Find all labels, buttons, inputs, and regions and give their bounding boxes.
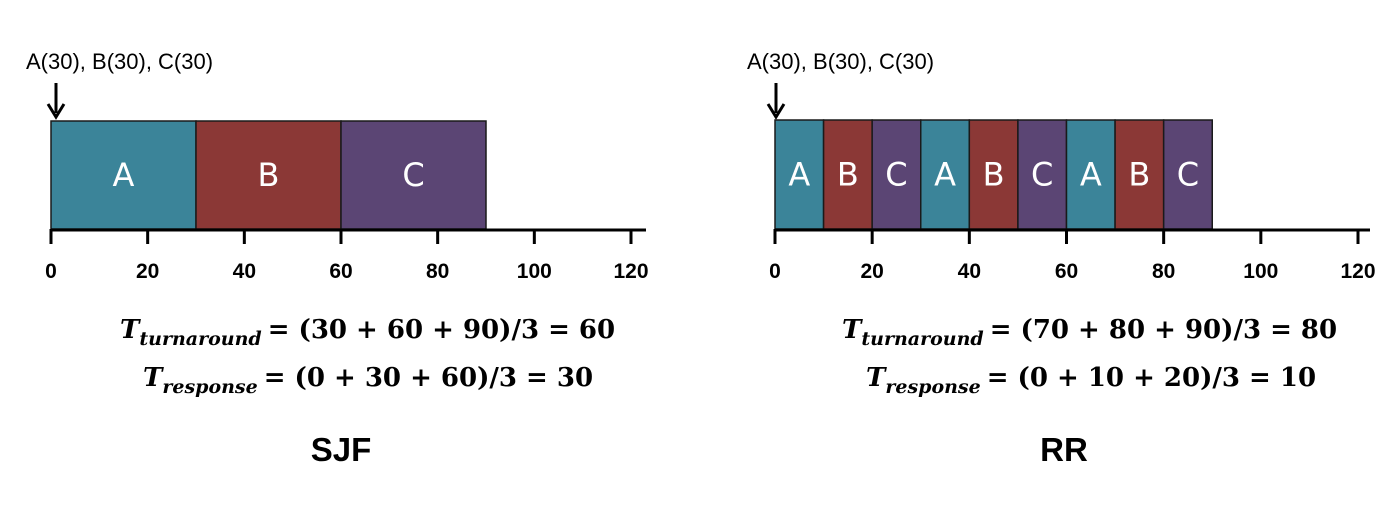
sjf-response-expression: = (0 + 30 + 60)/3 = 30 <box>264 363 593 393</box>
gantt-block-rect <box>1162 119 1213 230</box>
sjf-turnaround-subscript: turnaround <box>139 328 261 350</box>
sjf-response-formula: Tresponse = (0 + 30 + 60)/3 = 30 <box>143 363 593 398</box>
gantt-block-rect <box>822 119 873 230</box>
rr-timeline-axis: 0 20 40 60 80 100 120 <box>769 228 1376 283</box>
gantt-block-a: A <box>50 120 197 230</box>
gantt-block-label: A <box>1080 156 1102 194</box>
rr-turnaround-formula: Tturnaround = (70 + 80 + 90)/3 = 80 <box>842 315 1337 350</box>
gantt-block-c: C <box>1162 119 1213 230</box>
axis-tick-label: 60 <box>1055 260 1078 283</box>
gantt-block-label: C <box>402 156 424 194</box>
rr-turnaround-expression: = (70 + 80 + 90)/3 = 80 <box>990 315 1337 345</box>
gantt-block-rect <box>920 119 971 230</box>
sjf-response-subscript: response <box>162 376 257 398</box>
gantt-block-label: C <box>1177 156 1199 194</box>
gantt-block-a: A <box>1065 119 1116 230</box>
axis-tick-label: 80 <box>1152 260 1175 283</box>
sjf-arrival-label: A(30), B(30), C(30) <box>26 49 213 74</box>
rr-response-expression: = (0 + 10 + 20)/3 = 10 <box>987 363 1316 393</box>
gantt-block-c: C <box>1017 119 1068 230</box>
gantt-block-a: A <box>774 119 825 230</box>
axis-tick-label: 100 <box>517 260 552 283</box>
sjf-turnaround-formula: Tturnaround = (30 + 60 + 90)/3 = 60 <box>120 315 615 350</box>
axis-tick-label: 100 <box>1243 260 1278 283</box>
gantt-block-label: A <box>788 156 810 194</box>
gantt-block-rect <box>195 120 342 230</box>
axis-tick-label: 120 <box>1340 260 1375 283</box>
gantt-block-rect <box>871 119 922 230</box>
axis-tick-label: 40 <box>958 260 981 283</box>
rr-response-subscript: response <box>885 376 980 398</box>
gantt-block-label: C <box>885 156 907 194</box>
gantt-block-c: C <box>340 120 487 230</box>
gantt-block-b: B <box>822 119 873 230</box>
axis-tick-label: 0 <box>769 260 781 283</box>
sjf-caption: SJF <box>311 431 372 468</box>
rr-response-symbol: T <box>866 363 887 393</box>
gantt-block-rect <box>1017 119 1068 230</box>
gantt-block-rect <box>774 119 825 230</box>
sjf-response-symbol: T <box>143 363 164 393</box>
gantt-block-label: A <box>113 156 135 194</box>
gantt-block-b: B <box>968 119 1019 230</box>
gantt-block-c: C <box>871 119 922 230</box>
rr-turnaround-symbol: T <box>842 315 863 345</box>
axis-tick-label: 0 <box>45 260 57 283</box>
sjf-turnaround-expression: = (30 + 60 + 90)/3 = 60 <box>268 315 615 345</box>
gantt-block-label: B <box>983 156 1005 194</box>
axis-tick-label: 80 <box>426 260 449 283</box>
axis-tick-label: 20 <box>136 260 159 283</box>
gantt-block-a: A <box>920 119 971 230</box>
axis-tick-label: 60 <box>329 260 352 283</box>
sjf-gantt-blocks: A B C <box>50 120 487 230</box>
axis-tick-label: 120 <box>613 260 648 283</box>
rr-turnaround-subscript: turnaround <box>861 328 983 350</box>
gantt-block-label: A <box>934 156 956 194</box>
rr-caption: RR <box>1040 431 1088 468</box>
gantt-block-label: C <box>1031 156 1053 194</box>
rr-response-formula: Tresponse = (0 + 10 + 20)/3 = 10 <box>866 363 1316 398</box>
gantt-block-b: B <box>1114 119 1165 230</box>
sjf-arrival-arrow-icon <box>46 83 66 120</box>
gantt-block-label: B <box>837 156 859 194</box>
sjf-timeline-axis: 0 20 40 60 80 100 120 <box>45 228 649 283</box>
axis-tick-label: 20 <box>860 260 883 283</box>
sjf-turnaround-symbol: T <box>120 315 141 345</box>
gantt-block-label: B <box>258 156 280 194</box>
gantt-block-b: B <box>195 120 342 230</box>
rr-arrival-label: A(30), B(30), C(30) <box>747 49 934 74</box>
gantt-block-label: B <box>1128 156 1150 194</box>
rr-arrival-arrow-icon <box>766 83 786 120</box>
axis-tick-label: 40 <box>233 260 256 283</box>
gantt-block-rect <box>1065 119 1116 230</box>
